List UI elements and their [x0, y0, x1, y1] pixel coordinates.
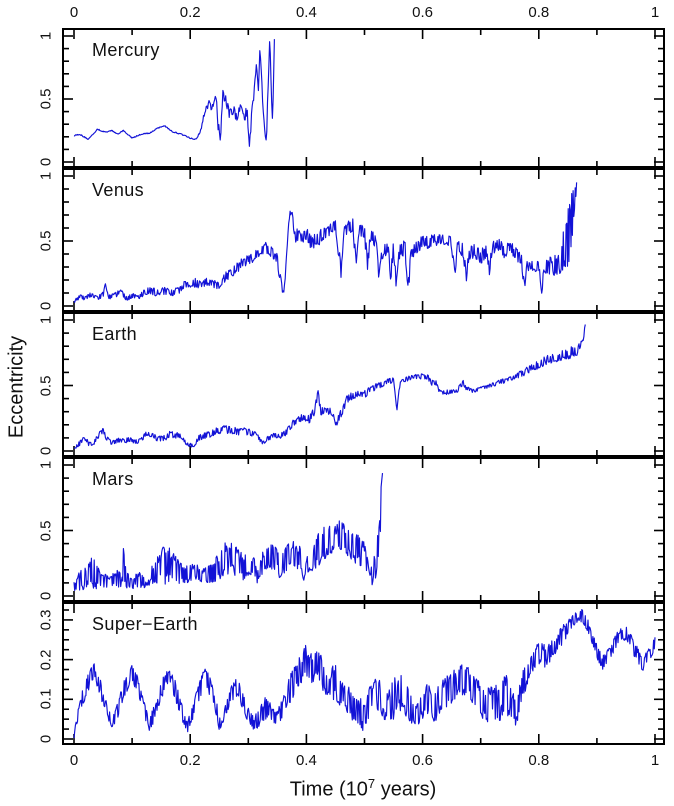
y-tick-label: 0.2 — [37, 649, 55, 671]
panel-frame — [62, 457, 665, 602]
x-axis-title: Time (107 years) — [290, 776, 437, 802]
x-tick-label: 0.2 — [179, 752, 201, 769]
panel-plot-mars — [62, 457, 665, 602]
y-tick-label: 1 — [37, 171, 55, 181]
y-tick-label: 0 — [37, 446, 55, 456]
y-tick-label: 0 — [37, 301, 55, 311]
x-tick-label: 0 — [69, 4, 79, 21]
x-tick-label: 0.8 — [528, 4, 550, 21]
panel-label-venus: Venus — [92, 180, 145, 200]
panel-frame — [62, 312, 665, 457]
panel-plot-venus — [62, 168, 665, 312]
panel-plot-earth — [62, 312, 665, 457]
eccentricity-curve — [73, 39, 275, 147]
eccentricity-curve — [73, 324, 586, 449]
y-tick-label: 0 — [37, 157, 55, 167]
x-tick-label: 0.6 — [412, 4, 434, 21]
panel-label-earth: Earth — [92, 324, 138, 344]
y-tick-label: 0.5 — [37, 88, 55, 110]
panel-frame — [62, 602, 665, 745]
x-tick-label: 1 — [650, 752, 660, 769]
x-tick-label: 0 — [69, 752, 79, 769]
y-tick-label: 0 — [37, 591, 55, 601]
y-tick-label: 1 — [37, 315, 55, 325]
panel-plot-super-earth — [62, 602, 665, 745]
x-tick-label: 1 — [650, 4, 660, 21]
y-tick-label: 0.5 — [37, 375, 55, 396]
panel-frame — [62, 28, 665, 168]
y-tick-label: 0.3 — [37, 609, 55, 631]
panel-frame — [62, 168, 665, 312]
eccentricity-curve — [73, 182, 578, 303]
y-tick-label: 0 — [37, 734, 55, 744]
y-tick-label: 0.5 — [37, 520, 55, 541]
x-tick-label: 0.2 — [179, 4, 201, 21]
panel-label-mars: Mars — [92, 469, 134, 489]
y-tick-label: 0.5 — [37, 230, 55, 252]
x-axis-title-exponent: 7 — [367, 776, 376, 791]
y-tick-label: 0.1 — [37, 688, 55, 710]
x-tick-label: 0.4 — [295, 752, 317, 769]
panel-plot-mercury — [62, 28, 665, 168]
x-axis-title-prefix: Time (10 — [289, 778, 368, 801]
y-axis-title: Eccentricity — [5, 335, 28, 439]
eccentricity-curve — [73, 609, 656, 739]
panel-label-super-earth: Super−Earth — [92, 614, 198, 634]
y-tick-label: 1 — [37, 460, 55, 470]
x-tick-label: 0.8 — [528, 752, 550, 769]
x-axis-title-suffix: years) — [375, 778, 437, 801]
y-tick-label: 1 — [37, 31, 55, 41]
x-tick-label: 0.6 — [412, 752, 434, 769]
eccentricity-curve — [73, 473, 384, 591]
x-tick-label: 0.4 — [295, 4, 317, 21]
panel-label-mercury: Mercury — [92, 40, 160, 60]
